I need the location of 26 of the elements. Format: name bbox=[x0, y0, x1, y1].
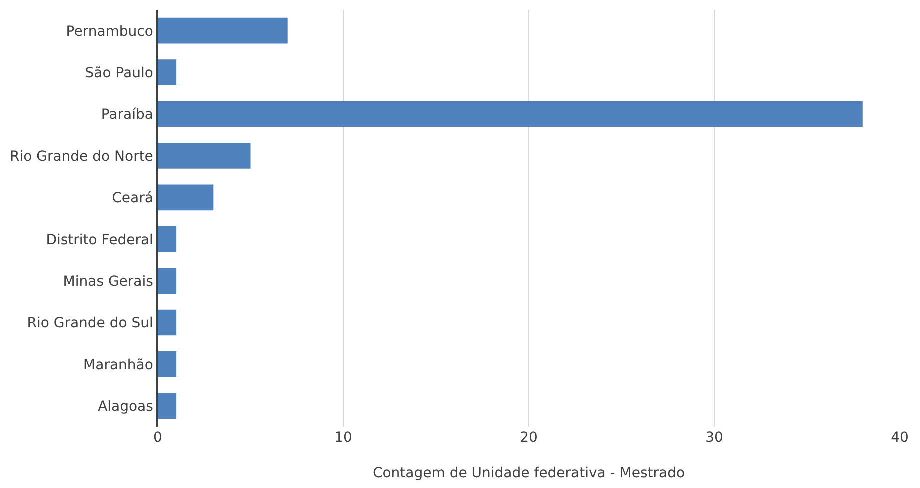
x-tick-label: 20 bbox=[520, 430, 538, 446]
bar bbox=[158, 101, 863, 128]
bar bbox=[158, 310, 177, 336]
y-tick-label: São Paulo bbox=[85, 65, 154, 82]
x-axis-title: Contagem de Unidade federativa - Mestrado bbox=[372, 465, 686, 482]
bar bbox=[158, 184, 214, 211]
bar bbox=[158, 352, 177, 378]
y-tick-label: Paraíba bbox=[101, 107, 154, 124]
y-tick-label: Minas Gerais bbox=[63, 274, 154, 290]
x-tick-label: 0 bbox=[154, 430, 162, 446]
x-tick-label: 10 bbox=[334, 430, 352, 446]
bar bbox=[158, 60, 177, 86]
y-tick-label: Alagoas bbox=[98, 399, 154, 416]
y-tick-label: Rio Grande do Norte bbox=[10, 148, 154, 165]
bar bbox=[158, 18, 288, 44]
y-tick-label: Ceará bbox=[112, 190, 154, 207]
bar bbox=[158, 393, 177, 420]
x-tick-label: 40 bbox=[891, 430, 909, 446]
y-tick-label: Rio Grande do Sul bbox=[27, 316, 154, 332]
y-tick-label: Maranhão bbox=[84, 357, 154, 374]
y-tick-label: Pernambuco bbox=[66, 24, 154, 40]
x-tick-label: 30 bbox=[706, 430, 724, 446]
y-tick-label: Distrito Federal bbox=[46, 232, 154, 248]
bar bbox=[158, 226, 177, 252]
bar bbox=[158, 268, 177, 294]
bar bbox=[158, 143, 251, 169]
